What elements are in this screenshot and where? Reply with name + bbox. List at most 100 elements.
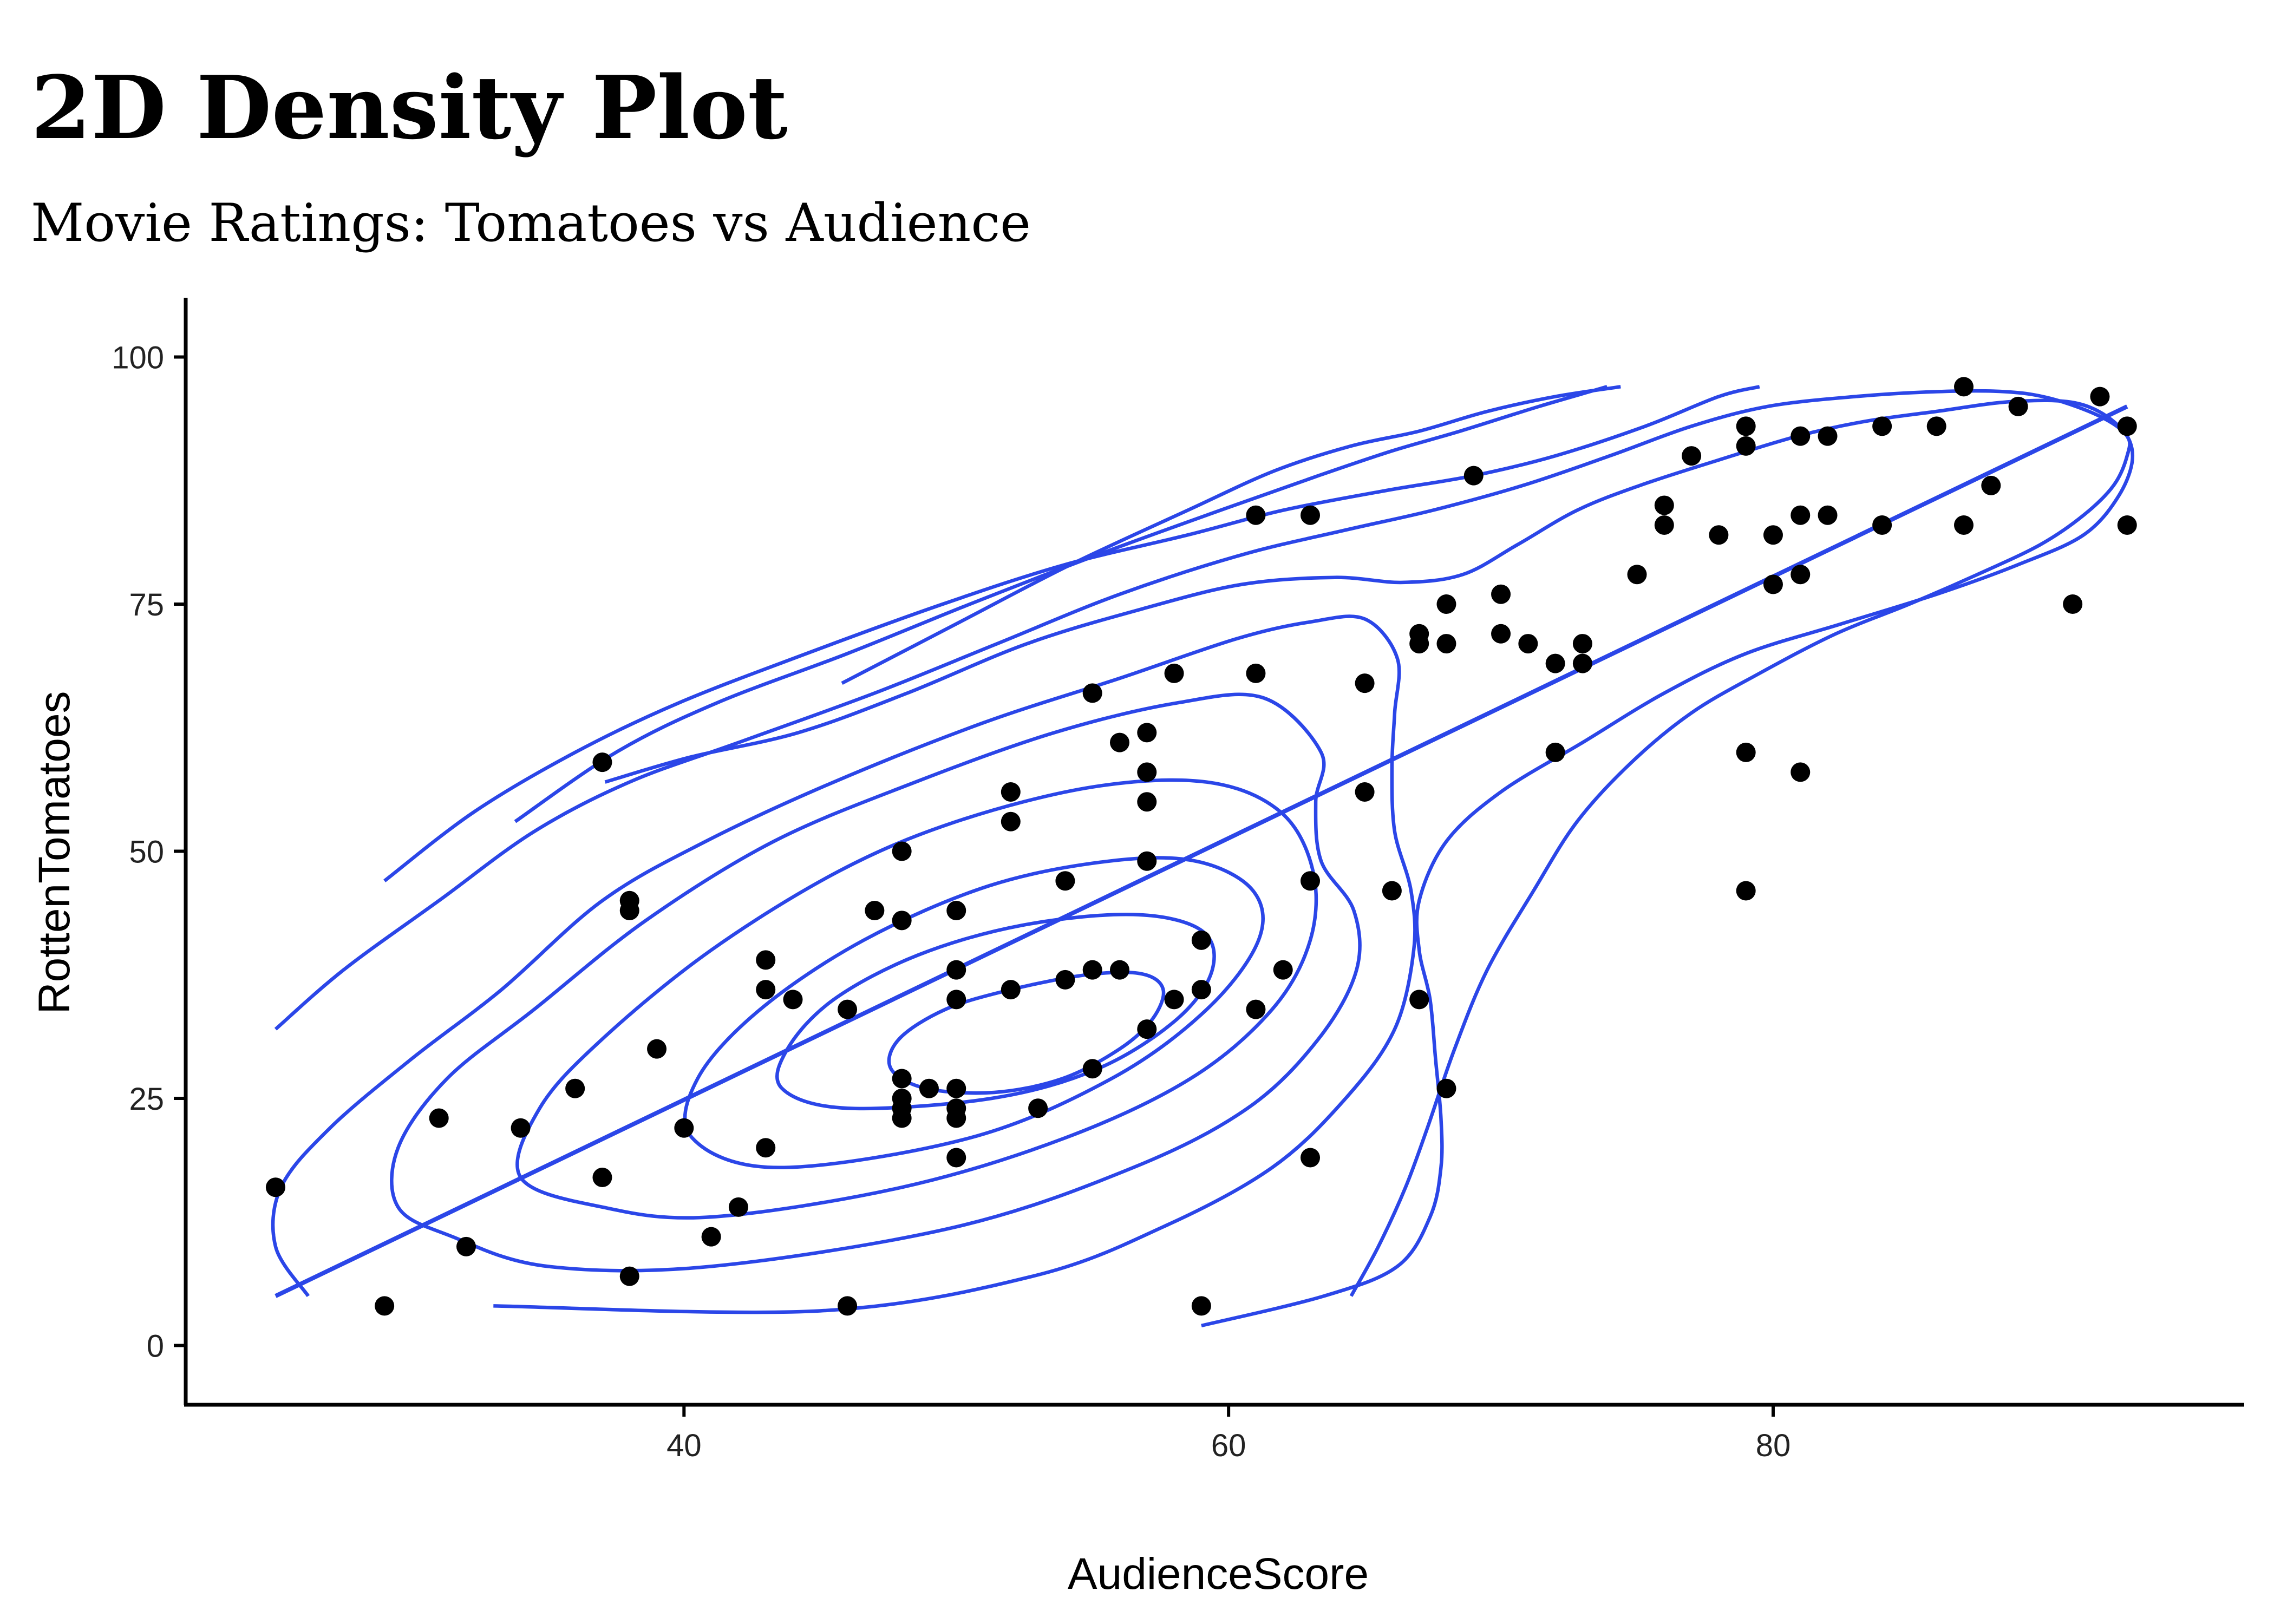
chart-title: 2D Density Plot [31,57,788,159]
data-point [1001,980,1021,1000]
data-point [1709,525,1729,545]
data-point [1791,426,1811,446]
data-point [892,1108,912,1128]
data-point [756,980,776,1000]
data-point [946,960,966,980]
density-contours [271,385,2135,1328]
data-point [1409,634,1429,654]
data-point [892,911,912,931]
data-point [701,1227,721,1247]
data-point [1736,436,1756,456]
density-contour-5 [390,692,1362,1273]
data-point [1082,1059,1102,1079]
data-points [265,377,2137,1316]
y-tick-label: 0 [147,1328,164,1364]
data-point [1164,663,1184,683]
data-point [1055,970,1075,990]
data-point [2117,515,2137,535]
data-point [1872,416,1892,436]
y-axis-title: RottenTomatoes [30,691,79,1014]
density-contour-4 [515,778,1318,1220]
data-point [1301,1148,1321,1168]
data-point [1191,930,1211,950]
data-point [619,1266,639,1286]
data-point [1436,594,1456,614]
data-point [919,1078,939,1098]
data-point [265,1177,285,1197]
data-point [1791,762,1811,782]
data-point [592,752,612,772]
x-tick-label: 40 [666,1428,702,1463]
y-tick-label: 100 [112,340,164,376]
data-point [1382,881,1402,901]
data-point [1082,960,1102,980]
data-point [1654,515,1674,535]
density-contour-1 [887,970,1166,1095]
density-contour-11 [841,385,1621,685]
density-contour-7 [604,398,2135,1328]
data-point [756,950,776,970]
data-point [1082,683,1102,703]
data-point [838,999,858,1019]
y-tick-label: 50 [129,835,164,870]
data-point [1137,762,1157,782]
data-point [2117,416,2137,436]
data-point [865,901,885,921]
data-point [1545,653,1565,673]
data-point [1055,871,1075,891]
data-point [1654,495,1674,515]
data-point [1137,723,1157,743]
data-point [429,1108,449,1128]
data-point [783,990,803,1010]
data-point [1572,653,1592,673]
y-axis-ticks: 0 25 50 75 100 [112,340,186,1364]
data-point [1001,811,1021,831]
y-tick-label: 75 [129,587,164,623]
data-point [728,1197,748,1217]
density-contour-2 [775,912,1216,1111]
data-point [1572,634,1592,654]
data-point [1491,584,1511,604]
data-point [1246,663,1266,683]
data-point [946,990,966,1010]
data-point [1545,742,1565,762]
data-point [1137,851,1157,871]
data-point [1436,634,1456,654]
data-point [892,1069,912,1089]
x-tick-label: 60 [1211,1428,1246,1463]
data-point [1246,505,1266,525]
data-point [456,1236,476,1256]
data-point [1954,377,1974,397]
data-point [2008,396,2028,416]
data-point [1137,792,1157,812]
data-point [946,1148,966,1168]
data-point [1001,782,1021,802]
data-point [1791,505,1811,525]
data-point [1818,505,1838,525]
data-point [647,1039,667,1059]
data-point [838,1296,858,1316]
data-point [1409,990,1429,1010]
density-contour-10 [514,385,1608,823]
data-point [619,901,639,921]
data-point [1301,871,1321,891]
data-point [946,901,966,921]
data-point [1872,515,1892,535]
data-point [2090,387,2110,407]
data-point [674,1118,694,1138]
regression-line-group [275,404,2128,1298]
data-point [1682,446,1702,466]
data-point [2063,594,2083,614]
data-point [1491,624,1511,644]
data-point [1763,574,1783,594]
data-point [1981,475,2001,495]
data-point [565,1078,585,1098]
data-point [1191,980,1211,1000]
data-point [1246,999,1266,1019]
data-point [892,841,912,861]
density-contour-6 [271,614,1417,1314]
density-contour-3 [683,856,1265,1170]
data-point [1109,960,1129,980]
density-contour-9 [383,385,1760,882]
